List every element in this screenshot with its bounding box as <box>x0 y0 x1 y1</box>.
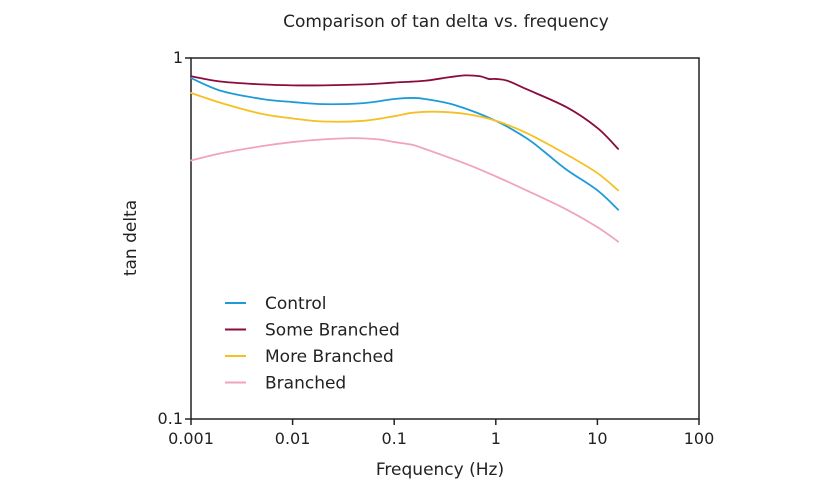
legend-label-more-branched: More Branched <box>265 347 394 367</box>
series-line-more-branched <box>190 92 620 192</box>
x-tick-label: 0.001 <box>168 429 214 448</box>
legend-label-control: Control <box>265 294 326 314</box>
series-line-control <box>190 77 620 211</box>
x-tick-label: 10 <box>587 429 607 448</box>
y-tick-label: 0.1 <box>158 409 183 428</box>
series-line-some-branched <box>190 74 620 150</box>
x-tick-label: 1 <box>491 429 501 448</box>
plot-area-frame <box>190 57 700 420</box>
series-layer <box>190 74 620 243</box>
chart-title: Comparison of tan delta vs. frequency <box>283 12 609 32</box>
legend: Control Some Branched More Branched Branche… <box>225 294 400 394</box>
legend-label-some-branched: Some Branched <box>265 321 400 341</box>
tick-layer: 0.001 0.01 0.1 1 10 100 0.1 1 <box>158 48 715 448</box>
y-tick-label: 1 <box>173 48 183 67</box>
x-tick-label: 0.1 <box>381 429 406 448</box>
x-axis-label: Frequency (Hz) <box>376 460 504 480</box>
legend-label-branched: Branched <box>265 374 346 394</box>
series-line-branched <box>190 137 620 243</box>
x-tick-label: 0.01 <box>275 429 311 448</box>
x-tick-label: 100 <box>684 429 715 448</box>
y-axis-label: tan delta <box>121 200 141 276</box>
